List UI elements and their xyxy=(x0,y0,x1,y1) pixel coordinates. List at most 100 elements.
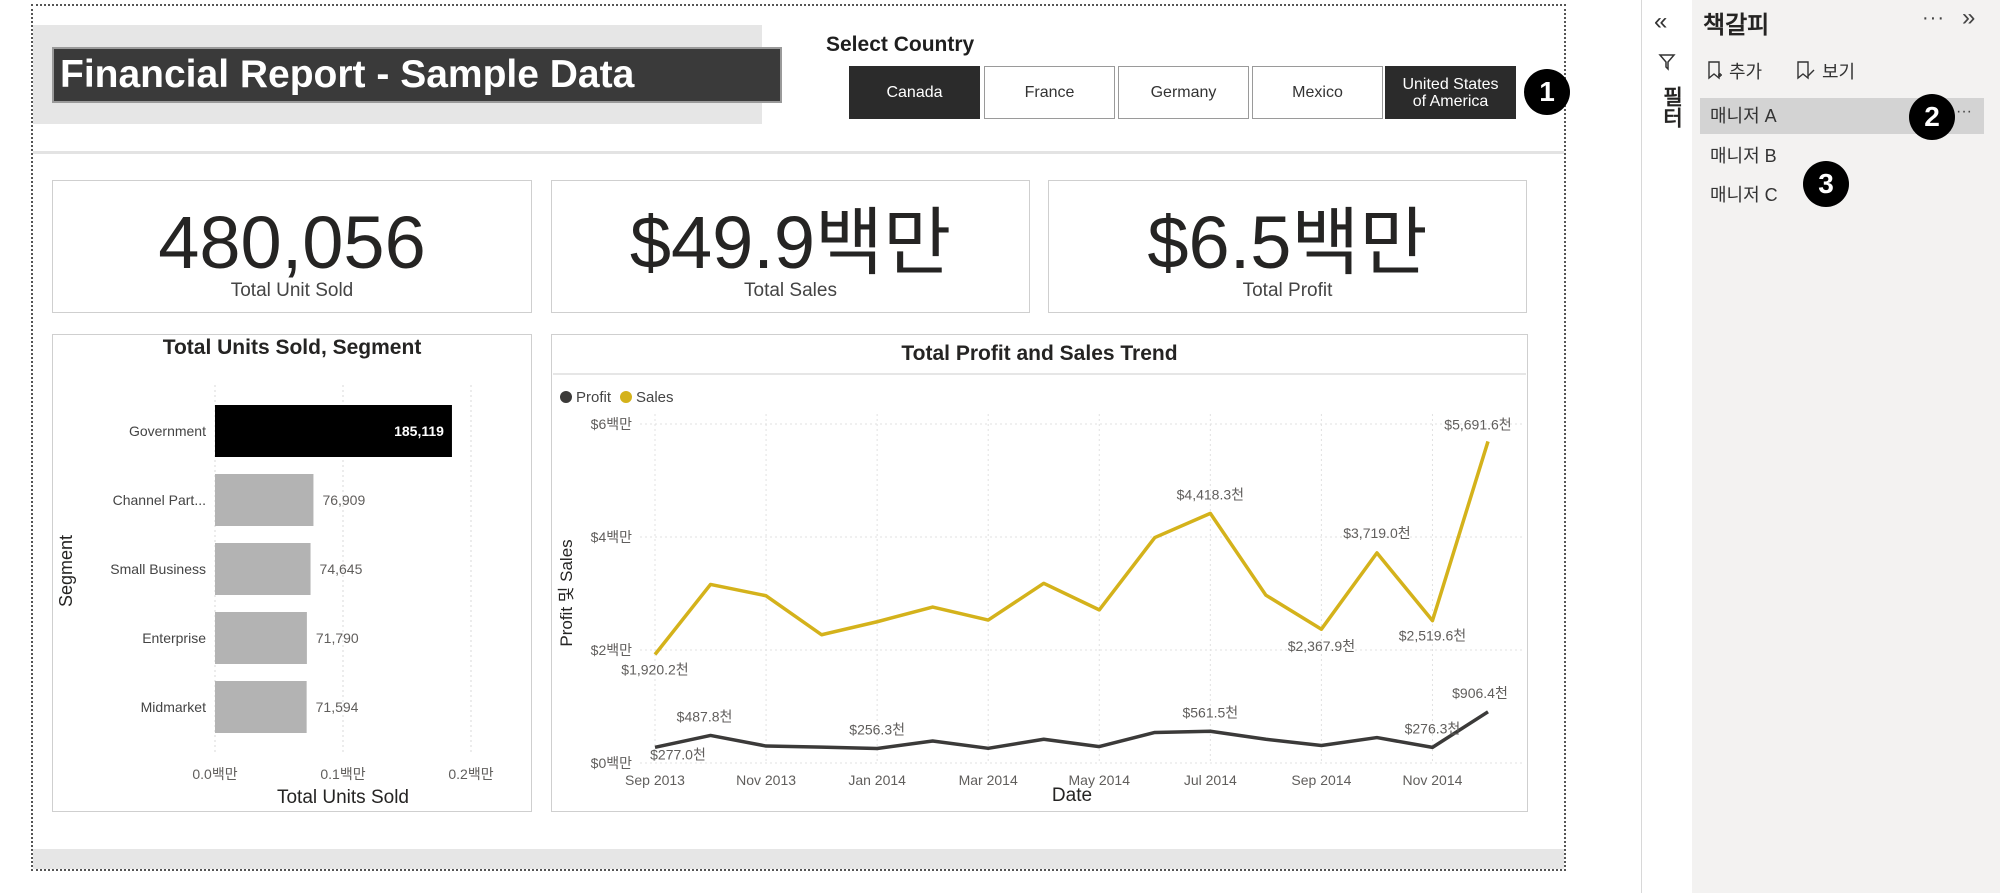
y-tick-label: $6백만 xyxy=(591,416,632,432)
bar-enterprise xyxy=(215,612,307,664)
kpi-card-sales[interactable]: $49.9백만 Total Sales xyxy=(551,180,1030,313)
segment-chart-card[interactable]: Total Units Sold, Segment 0.0백만 0.1백만 0.2백… xyxy=(52,334,532,812)
bookmark-add-icon xyxy=(1708,61,1722,80)
data-label: $1,920.2천 xyxy=(621,662,688,678)
callout-badge-2: 2 xyxy=(1909,94,1955,140)
header-separator xyxy=(33,151,1564,154)
kpi-card-units[interactable]: 480,056 Total Unit Sold xyxy=(52,180,532,313)
data-label: 71,594 xyxy=(316,699,359,715)
trend-line-chart: Profit Sales $0백만 $2백만 $4백만 $6백만 Sep 2013 Nov 2… xyxy=(557,389,1524,806)
data-label: $2,367.9천 xyxy=(1288,638,1355,654)
callout-badge-1: 1 xyxy=(1524,69,1570,115)
footer-strip xyxy=(33,849,1564,869)
x-tick-label: Jul 2014 xyxy=(1184,772,1237,788)
add-bookmark-label: 추가 xyxy=(1729,62,1763,82)
title-box xyxy=(52,47,782,103)
x-tick-label: Nov 2013 xyxy=(736,772,796,788)
y-tick-label: $0백만 xyxy=(591,755,632,771)
add-bookmark-button[interactable]: 추가 xyxy=(1707,58,1762,84)
report-title: Financial Report - Sample Data xyxy=(60,53,635,96)
bookmark-item-label: 매니저 A xyxy=(1710,106,1777,126)
collapse-bookmarks-icon[interactable]: » xyxy=(1962,4,1976,31)
view-bookmark-label: 보기 xyxy=(1822,62,1856,82)
line-profit xyxy=(654,710,1489,751)
data-label: $3,719.0천 xyxy=(1343,525,1410,541)
data-label: 185,119 xyxy=(394,423,444,439)
bookmark-view-icon xyxy=(1797,61,1815,80)
filters-pane-collapsed[interactable]: « 필터 xyxy=(1641,0,1693,893)
data-label: $277.0천 xyxy=(650,746,706,762)
bookmark-item-label: 매니저 C xyxy=(1710,185,1778,205)
y-tick-label: Midmarket xyxy=(141,699,206,715)
y-tick-label: Small Business xyxy=(110,561,206,577)
country-button-france[interactable]: France xyxy=(984,66,1115,119)
kpi-label: Total Unit Sold xyxy=(230,280,354,301)
bookmark-item-more-icon[interactable]: ··· xyxy=(1956,103,1972,120)
bookmarks-more-icon[interactable]: ··· xyxy=(1922,7,1945,29)
x-tick-label: 0.2백만 xyxy=(448,766,493,782)
legend-profit-label: Profit xyxy=(576,389,612,406)
kpi-label: Total Sales xyxy=(744,280,837,301)
x-tick-label: Jan 2014 xyxy=(848,772,906,788)
country-slicer-label: Select Country xyxy=(826,33,975,56)
x-tick-label: 0.1백만 xyxy=(320,766,365,782)
country-button-germany[interactable]: Germany xyxy=(1118,66,1249,119)
x-axis-title: Date xyxy=(1052,785,1092,806)
line-sales xyxy=(653,440,1490,656)
x-tick-label: Mar 2014 xyxy=(959,772,1018,788)
bookmark-item-manager-c[interactable]: 매니저 C xyxy=(1700,177,1984,213)
kpi-card-profit[interactable]: $6.5백만 Total Profit xyxy=(1048,180,1527,313)
bar-small-business xyxy=(215,543,311,595)
segment-chart-title: Total Units Sold, Segment xyxy=(162,336,422,359)
segment-bar-chart: 0.0백만 0.1백만 0.2백만 Government 185,119 Channel … xyxy=(56,385,494,808)
data-label: $4,418.3천 xyxy=(1177,486,1244,502)
y-axis-title: Segment xyxy=(56,535,76,607)
trend-chart-title: Total Profit and Sales Trend xyxy=(901,342,1178,365)
trend-title-divider xyxy=(553,373,1526,375)
x-tick-label: Nov 2014 xyxy=(1402,772,1462,788)
kpi-value: $6.5백만 xyxy=(1147,201,1428,284)
legend-profit-marker xyxy=(560,391,572,403)
y-tick-label: $4백만 xyxy=(591,529,632,545)
data-label: $906.4천 xyxy=(1452,685,1508,701)
bookmarks-title: 책갈피 xyxy=(1703,12,1770,39)
y-tick-label: Enterprise xyxy=(142,630,206,646)
kpi-value: $49.9백만 xyxy=(629,201,952,284)
legend-sales-label: Sales xyxy=(636,389,674,406)
country-button-canada[interactable]: Canada xyxy=(849,66,980,119)
data-label: $2,519.6천 xyxy=(1399,628,1466,644)
data-label: $276.3천 xyxy=(1405,720,1461,736)
bookmarks-pane xyxy=(1692,0,2000,893)
x-tick-label: May 2014 xyxy=(1069,772,1131,788)
trend-chart-card[interactable]: Total Profit and Sales Trend Profit Sales… xyxy=(551,334,1528,812)
kpi-value: 480,056 xyxy=(158,201,426,284)
view-bookmark-button[interactable]: 보기 xyxy=(1796,58,1855,84)
country-button-usa[interactable]: United States of America xyxy=(1385,66,1516,119)
data-label: $561.5천 xyxy=(1182,704,1238,720)
bar-midmarket xyxy=(215,681,307,733)
filter-funnel-icon xyxy=(1658,54,1676,71)
data-label: 71,790 xyxy=(316,630,359,646)
expand-filters-icon[interactable]: « xyxy=(1654,8,1668,35)
bookmark-item-label: 매니저 B xyxy=(1710,146,1777,166)
y-axis-title: Profit 및 Sales xyxy=(557,539,576,646)
bar-government xyxy=(215,405,452,457)
bar-channel-part- xyxy=(215,474,314,526)
y-tick-label: $2백만 xyxy=(591,642,632,658)
data-label: $487.8천 xyxy=(677,708,733,724)
data-label: $5,691.6천 xyxy=(1444,416,1511,432)
kpi-label: Total Profit xyxy=(1242,280,1333,301)
x-axis-title: Total Units Sold xyxy=(277,787,409,808)
y-tick-label: Channel Part... xyxy=(113,492,206,508)
bookmark-item-manager-b[interactable]: 매니저 B xyxy=(1700,138,1984,174)
country-button-mexico[interactable]: Mexico xyxy=(1252,66,1383,119)
x-tick-label: Sep 2014 xyxy=(1291,772,1351,788)
data-label: 74,645 xyxy=(320,561,363,577)
legend-sales-marker xyxy=(620,391,632,403)
x-tick-label: Sep 2013 xyxy=(625,772,685,788)
data-label: $256.3천 xyxy=(849,722,905,738)
y-tick-label: Government xyxy=(129,423,206,439)
filters-pane-label: 필터 xyxy=(1660,86,1683,128)
x-tick-label: 0.0백만 xyxy=(192,766,237,782)
callout-badge-3: 3 xyxy=(1803,161,1849,207)
